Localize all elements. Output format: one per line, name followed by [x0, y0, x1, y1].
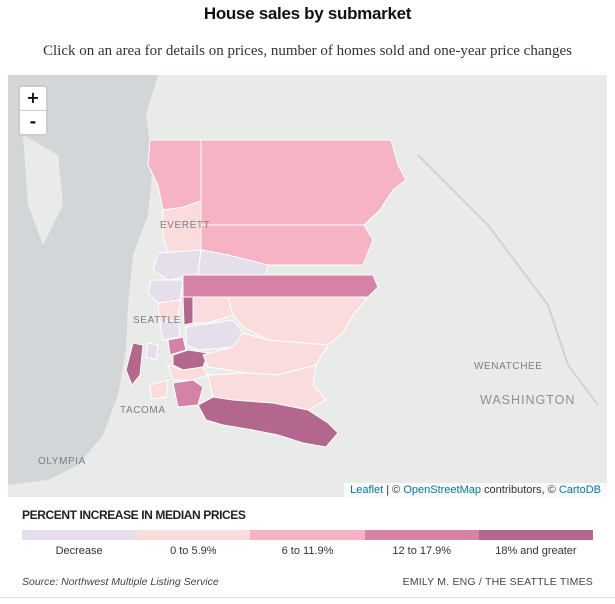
map-attribution: Leaflet | © OpenStreetMap contributors, … [344, 483, 607, 497]
region-tacoma[interactable] [149, 379, 169, 400]
legend-labels: Decrease 0 to 5.9% 6 to 11.9% 12 to 17.9% 18… [22, 545, 593, 557]
legend-label-4: 18% and greater [495, 545, 577, 557]
legend-swatch-3 [364, 530, 479, 540]
region-kirkland[interactable] [192, 296, 234, 324]
legend-color-bar [22, 530, 594, 540]
legend-title: PERCENT INCREASE IN MEDIAN PRICES [22, 508, 246, 522]
region-pierce-south[interactable] [197, 396, 339, 448]
legend-label-2: 6 to 11.9% [281, 545, 334, 557]
region-north-snohomish[interactable] [200, 139, 407, 226]
region-gig-harbor[interactable] [125, 342, 144, 386]
map-canvas[interactable]: EVERETT SEATTLE TACOMA OLYMPIA WENATCHEE… [8, 75, 607, 497]
legend-swatch-1 [136, 530, 251, 540]
credit-line: EMILY M. ENG / THE SEATTLE TIMES [402, 576, 593, 588]
sound-inlet-2 [23, 135, 63, 245]
region-bellevue-strip[interactable] [182, 296, 194, 326]
zoom-in-button[interactable]: + [20, 87, 46, 111]
sound-inlet [48, 225, 103, 405]
zoom-out-button[interactable]: - [29, 112, 37, 131]
source-note: Source: Northwest Multiple Listing Servi… [22, 576, 219, 588]
legend-label-3: 12 to 17.9% [392, 545, 452, 557]
attribution-contributors: contributors, © [481, 484, 559, 496]
place-label-seattle: SEATTLE [133, 315, 181, 326]
attribution-separator: | © [383, 484, 404, 496]
osm-link[interactable]: OpenStreetMap [403, 484, 481, 496]
legend-swatch-2 [250, 530, 365, 540]
place-label-tacoma: TACOMA [120, 405, 166, 416]
region-north-snohomish-west[interactable] [147, 139, 202, 211]
region-puyallup[interactable] [172, 379, 204, 408]
legend-swatch-4 [478, 530, 594, 540]
region-shoreline[interactable] [147, 279, 184, 304]
region-east-king-north[interactable] [182, 274, 379, 298]
zoom-control: + - [18, 85, 48, 136]
bottom-divider [0, 597, 615, 598]
place-label-wenatchee: WENATCHEE [474, 361, 543, 372]
carto-link[interactable]: CartoDB [558, 484, 601, 496]
place-label-olympia: OLYMPIA [38, 456, 86, 467]
leaflet-link[interactable]: Leaflet [350, 484, 384, 496]
map-container[interactable]: EVERETT SEATTLE TACOMA OLYMPIA WENATCHEE… [8, 75, 607, 497]
chart-subtitle: Click on an area for details on prices, … [43, 43, 572, 59]
legend-swatch-0 [22, 530, 137, 540]
place-label-washington: WASHINGTON [480, 393, 575, 407]
place-label-everett: EVERETT [160, 220, 210, 231]
legend-label-1: 0 to 5.9% [170, 545, 217, 557]
region-seattle-central[interactable] [159, 319, 181, 341]
river-line [417, 154, 599, 406]
legend-label-0: Decrease [55, 545, 103, 557]
chart-title: House sales by submarket [203, 4, 412, 23]
region-vashon[interactable] [145, 342, 159, 361]
region-seattle-south[interactable] [167, 336, 187, 356]
